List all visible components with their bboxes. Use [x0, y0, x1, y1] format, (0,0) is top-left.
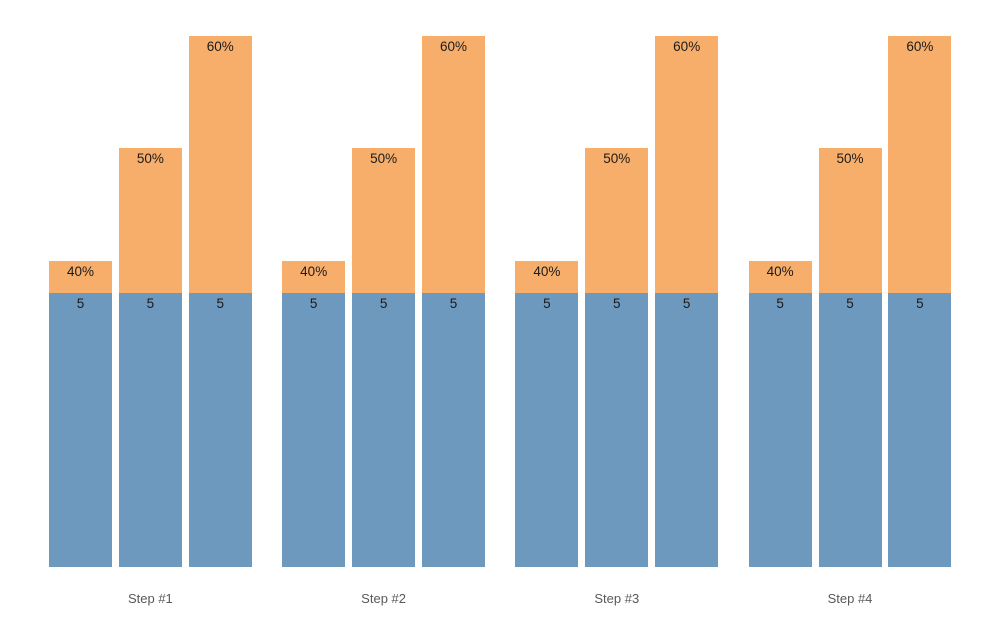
category-label: Step #4: [827, 591, 873, 606]
bar-segment-top: 50%: [818, 148, 882, 293]
bar-segment-top: 40%: [515, 261, 579, 293]
category-label: Step #1: [127, 591, 173, 606]
bar-segment-base: 5: [49, 293, 112, 567]
bar-segment-top: 40%: [282, 261, 346, 293]
bar-segment-base-label: 5: [216, 296, 225, 311]
bar-segment-base: 5: [282, 293, 346, 567]
bar-segment-top-label: 40%: [66, 264, 95, 279]
bar-segment-top: 50%: [585, 148, 649, 293]
bar-segment-base: 5: [118, 293, 182, 567]
bar-segment-base-label: 5: [682, 296, 691, 311]
bar-segment-base: 5: [585, 293, 649, 567]
bar-segment-top-label: 40%: [300, 264, 328, 279]
bar-segment-base-label: 5: [916, 296, 924, 311]
bar-segment-top-label: 50%: [370, 151, 398, 166]
bar-segment-base-label: 5: [379, 296, 388, 311]
bar-segment-base: 5: [888, 293, 952, 567]
bar-segment-base-label: 5: [146, 296, 155, 311]
category-label: Step #3: [594, 591, 640, 606]
bar-segment-top-label: 50%: [836, 151, 864, 166]
bar-segment-top-label: 60%: [906, 39, 934, 54]
bar-segment-base: 5: [515, 293, 579, 567]
bar-segment-top: 50%: [352, 148, 416, 293]
bar-segment-top: 40%: [748, 261, 812, 293]
bar-segment-base: 5: [188, 293, 252, 567]
bar-segment-base-label: 5: [309, 296, 318, 311]
bar-segment-base-label: 5: [613, 296, 621, 311]
bar-segment-top: 60%: [888, 36, 952, 293]
bar-segment-top: 60%: [655, 36, 719, 293]
bar-segment-top-label: 60%: [206, 39, 234, 54]
bar-segment-top-label: 50%: [603, 151, 631, 166]
bar-segment-top: 60%: [422, 36, 485, 293]
bar-segment-base: 5: [352, 293, 416, 567]
bar-segment-top: 50%: [118, 148, 182, 293]
bar-segment-top-label: 60%: [439, 39, 468, 54]
bar-segment-base-label: 5: [846, 296, 854, 311]
bar-segment-top: 40%: [49, 261, 112, 293]
bar-segment-base: 5: [748, 293, 812, 567]
bar-segment-base: 5: [655, 293, 719, 567]
bar-segment-base: 5: [818, 293, 882, 567]
bar-segment-base-label: 5: [776, 296, 784, 311]
bar-segment-base-label: 5: [76, 296, 85, 311]
bar-segment-top-label: 60%: [673, 39, 701, 54]
bar-segment-top-label: 40%: [766, 264, 794, 279]
bar-segment-top: 60%: [188, 36, 252, 293]
bar-segment-top-label: 50%: [136, 151, 164, 166]
bar-segment-top-label: 40%: [533, 264, 561, 279]
bar-segment-base: 5: [422, 293, 485, 567]
category-label: Step #2: [361, 591, 407, 606]
bar-segment-base-label: 5: [449, 296, 458, 311]
bar-segment-base-label: 5: [543, 296, 551, 311]
